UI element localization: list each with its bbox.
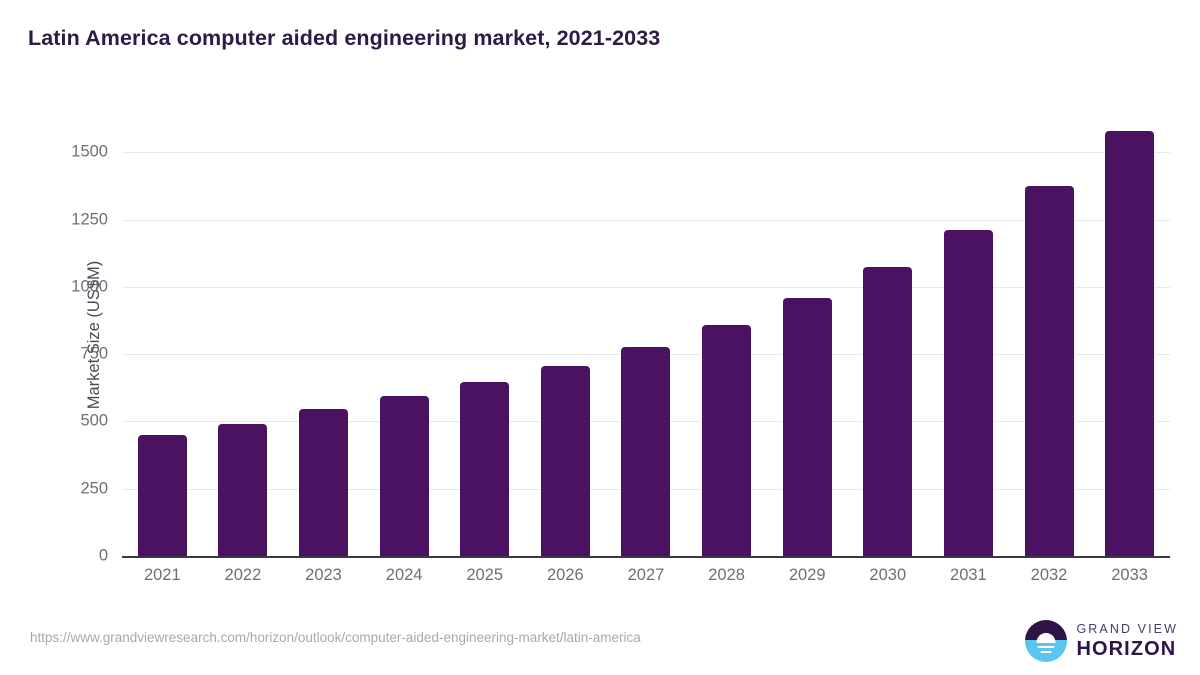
logo-bar-lower: [1040, 650, 1052, 653]
bar-2029[interactable]: [782, 298, 832, 556]
y-axis-tick-label: 1000: [71, 277, 108, 296]
logo-grand-view: GRAND VIEW: [1076, 621, 1178, 636]
grand-view-horizon-logo: GRAND VIEW HORIZON: [1025, 620, 1178, 662]
y-axis-tick-label: 0: [98, 546, 108, 565]
bar-2024[interactable]: [379, 395, 429, 556]
bar-2025[interactable]: [460, 382, 510, 556]
gridline: [122, 286, 1170, 288]
bar-slot: [283, 112, 364, 556]
x-axis-tick-labels: 2021 2022 2023 2024 2025 2026 2027 2028 2029 2030…: [122, 566, 1170, 585]
gridline: [122, 152, 1170, 154]
x-axis-tick-label: 2023: [305, 566, 342, 584]
bar-2028[interactable]: [702, 325, 752, 556]
page-title: Latin America computer aided engineering…: [28, 26, 661, 50]
bar-2026[interactable]: [540, 366, 590, 556]
x-axis-tick-label: 2032: [1030, 566, 1068, 584]
bar-slot: [1089, 112, 1170, 556]
y-axis-tick-label: 500: [80, 411, 108, 430]
bar-slot: [767, 112, 848, 556]
x-axis-tick-label: 2026: [546, 566, 584, 584]
logo-dome-shape: [1036, 633, 1056, 643]
x-axis-tick-label: 2022: [224, 566, 262, 584]
bar-2022[interactable]: [218, 424, 268, 556]
x-axis-line: [122, 556, 1170, 558]
bar-slot: [525, 112, 606, 556]
bar-slot: [444, 112, 525, 556]
plot-area: [122, 112, 1170, 558]
logo-text: GRAND VIEW HORIZON: [1076, 623, 1178, 660]
x-axis-tick-label: 2021: [143, 566, 181, 584]
bar-slot: [1009, 112, 1090, 556]
y-axis-tick-label: 1250: [71, 210, 108, 229]
x-axis-tick-label: 2027: [627, 566, 665, 584]
x-axis-tick-label: 2030: [869, 566, 907, 584]
bar-slot: [122, 112, 203, 556]
gridline: [122, 219, 1170, 221]
bar-slot: [203, 112, 284, 556]
bar-2031[interactable]: [943, 229, 993, 556]
source-url[interactable]: https://www.grandviewresearch.com/horizo…: [30, 630, 641, 645]
bar-2033[interactable]: [1105, 131, 1155, 556]
y-axis-tick-label: 750: [80, 344, 108, 363]
logo-bar-upper: [1037, 645, 1055, 648]
bar-slot: [606, 112, 687, 556]
bar-2032[interactable]: [1024, 186, 1074, 556]
bar-2021[interactable]: [137, 434, 187, 556]
x-axis-tick-label: 2029: [788, 566, 826, 584]
bar-slot: [847, 112, 928, 556]
bar-series: [122, 112, 1170, 556]
x-axis-tick-label: 2033: [1111, 566, 1148, 584]
logo-horizon: HORIZON: [1076, 638, 1177, 661]
bar-slot: [686, 112, 767, 556]
bar-slot: [928, 112, 1009, 556]
bar-2023[interactable]: [299, 409, 349, 556]
x-axis-tick-label: 2031: [950, 566, 987, 584]
y-axis-tick-labels: 0 250 500 750 1000 1250 1500: [0, 112, 108, 565]
x-axis-tick-label: 2028: [708, 566, 745, 584]
bar-2030[interactable]: [863, 266, 913, 556]
x-axis-tick-label: 2024: [385, 566, 423, 584]
bar-2027[interactable]: [621, 346, 671, 556]
y-axis-tick-label: 250: [80, 479, 108, 498]
horizon-sun-circle-icon: [1025, 620, 1068, 662]
bar-slot: [364, 112, 445, 556]
y-axis-tick-label: 1500: [71, 142, 108, 161]
x-axis-tick-label: 2025: [466, 566, 504, 584]
